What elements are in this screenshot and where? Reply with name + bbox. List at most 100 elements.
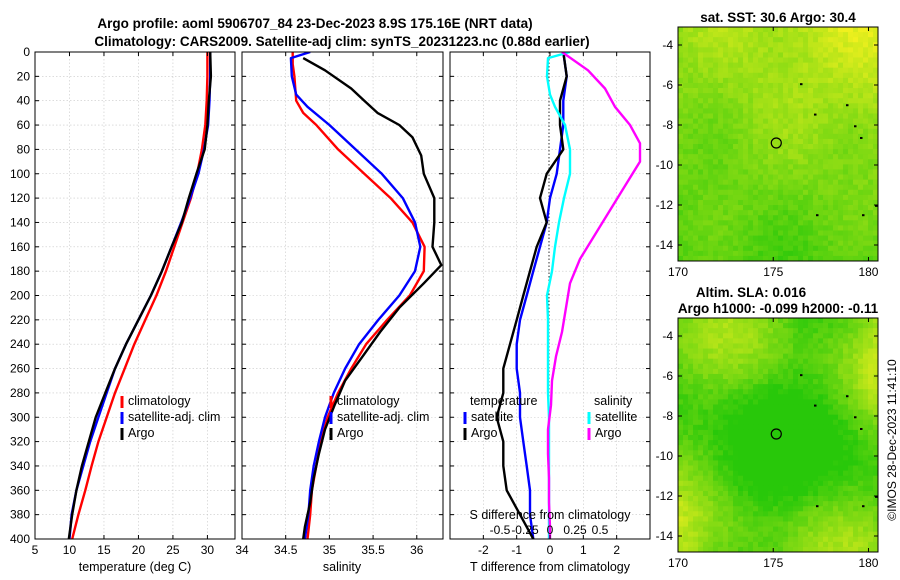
heatmap-cell bbox=[773, 429, 779, 436]
heatmap-cell bbox=[843, 445, 849, 451]
heatmap-cell bbox=[713, 230, 719, 236]
heatmap-cell bbox=[823, 368, 829, 375]
heatmap-cell bbox=[848, 328, 854, 334]
heatmap-cell bbox=[693, 485, 699, 492]
heatmap-cell bbox=[833, 490, 839, 497]
heatmap-cell bbox=[733, 98, 739, 104]
heatmap-cell bbox=[678, 470, 684, 477]
heatmap-cell bbox=[808, 358, 814, 365]
heatmap-cell bbox=[838, 531, 844, 538]
heatmap-cell bbox=[808, 255, 814, 262]
heatmap-cell bbox=[858, 113, 864, 119]
heatmap-cell bbox=[768, 358, 774, 365]
heatmap-cell bbox=[808, 506, 814, 512]
heatmap-cell bbox=[713, 389, 719, 395]
heatmap-cell bbox=[708, 189, 714, 196]
heatmap-cell bbox=[843, 240, 849, 247]
heatmap-cell bbox=[843, 531, 849, 538]
heatmap-cell bbox=[788, 103, 794, 109]
heatmap-cell bbox=[768, 199, 774, 206]
heatmap-cell bbox=[798, 52, 804, 58]
heatmap-cell bbox=[833, 174, 839, 181]
heatmap-cell bbox=[823, 123, 829, 130]
heatmap-cell bbox=[698, 230, 704, 236]
heatmap-cell bbox=[833, 169, 839, 175]
heatmap-cell bbox=[848, 179, 854, 186]
heatmap-cell bbox=[718, 32, 724, 38]
heatmap-cell bbox=[778, 159, 784, 165]
heatmap-cell bbox=[853, 128, 859, 135]
heatmap-cell bbox=[848, 47, 854, 53]
heatmap-cell bbox=[703, 47, 709, 53]
heatmap-cell bbox=[873, 215, 879, 221]
heatmap-cell bbox=[703, 485, 709, 492]
heatmap-cell bbox=[823, 215, 829, 221]
heatmap-cell bbox=[843, 189, 849, 196]
heatmap-cell bbox=[723, 123, 729, 130]
heatmap-cell bbox=[698, 149, 704, 155]
legend-s-satellite-label: satellite bbox=[595, 410, 637, 424]
heatmap-cell bbox=[748, 440, 754, 446]
heatmap-cell bbox=[788, 159, 794, 165]
heatmap-cell bbox=[688, 506, 694, 512]
heatmap-cell bbox=[813, 37, 819, 43]
heatmap-cell bbox=[753, 255, 759, 262]
heatmap-cell bbox=[693, 215, 699, 221]
heatmap-cell bbox=[743, 164, 749, 170]
heatmap-cell bbox=[723, 373, 729, 380]
heatmap-cell bbox=[703, 343, 709, 349]
heatmap-cell bbox=[743, 368, 749, 375]
heatmap-cell bbox=[748, 465, 754, 472]
heatmap-cell bbox=[833, 103, 839, 109]
heatmap-cell bbox=[793, 394, 799, 400]
heatmap-cell bbox=[843, 47, 849, 53]
heatmap-cell bbox=[793, 318, 799, 324]
heatmap-cell bbox=[733, 138, 739, 145]
heatmap-cell bbox=[833, 225, 839, 231]
heatmap-cell bbox=[758, 465, 764, 472]
heatmap-cell bbox=[738, 179, 744, 186]
heatmap-cell bbox=[778, 133, 784, 140]
heatmap-cell bbox=[793, 485, 799, 492]
heatmap-cell bbox=[788, 485, 794, 492]
heatmap-cell bbox=[678, 128, 684, 135]
heatmap-cell bbox=[718, 225, 724, 231]
heatmap-cell bbox=[843, 440, 849, 446]
heatmap-cell bbox=[803, 338, 809, 344]
heatmap-cell bbox=[688, 531, 694, 538]
heatmap-cell bbox=[838, 465, 844, 472]
heatmap-cell bbox=[798, 465, 804, 472]
heatmap-cell bbox=[798, 490, 804, 497]
heatmap-cell bbox=[833, 67, 839, 74]
heatmap-cell bbox=[748, 144, 754, 150]
heatmap-cell bbox=[768, 338, 774, 344]
heatmap-cell bbox=[803, 27, 809, 33]
heatmap-cell bbox=[733, 230, 739, 236]
heatmap-cell bbox=[848, 144, 854, 150]
heatmap-cell bbox=[708, 333, 714, 339]
heatmap-cell bbox=[693, 32, 699, 38]
heatmap-cell bbox=[753, 194, 759, 201]
heatmap-cell bbox=[863, 333, 869, 339]
heatmap-cell bbox=[798, 72, 804, 79]
heatmap-cell bbox=[838, 455, 844, 461]
heatmap-cell bbox=[793, 27, 799, 33]
heatmap-cell bbox=[838, 164, 844, 170]
heatmap-cell bbox=[723, 57, 729, 64]
heatmap-cell bbox=[768, 62, 774, 69]
heatmap-cell bbox=[733, 526, 739, 533]
heatmap-cell bbox=[803, 531, 809, 538]
heatmap-cell bbox=[813, 72, 819, 79]
heatmap-cell bbox=[823, 77, 829, 84]
heatmap-cell bbox=[728, 490, 734, 497]
x-tick-label: 1 bbox=[580, 543, 587, 557]
heatmap-cell bbox=[678, 179, 684, 186]
heatmap-cell bbox=[698, 460, 704, 466]
heatmap-cell bbox=[768, 404, 774, 410]
heatmap-cell bbox=[848, 353, 854, 360]
heatmap-cell bbox=[823, 333, 829, 339]
heatmap-cell bbox=[848, 460, 854, 466]
heatmap-cell bbox=[778, 475, 784, 482]
heatmap-cell bbox=[823, 323, 829, 329]
heatmap-cell bbox=[688, 450, 694, 456]
